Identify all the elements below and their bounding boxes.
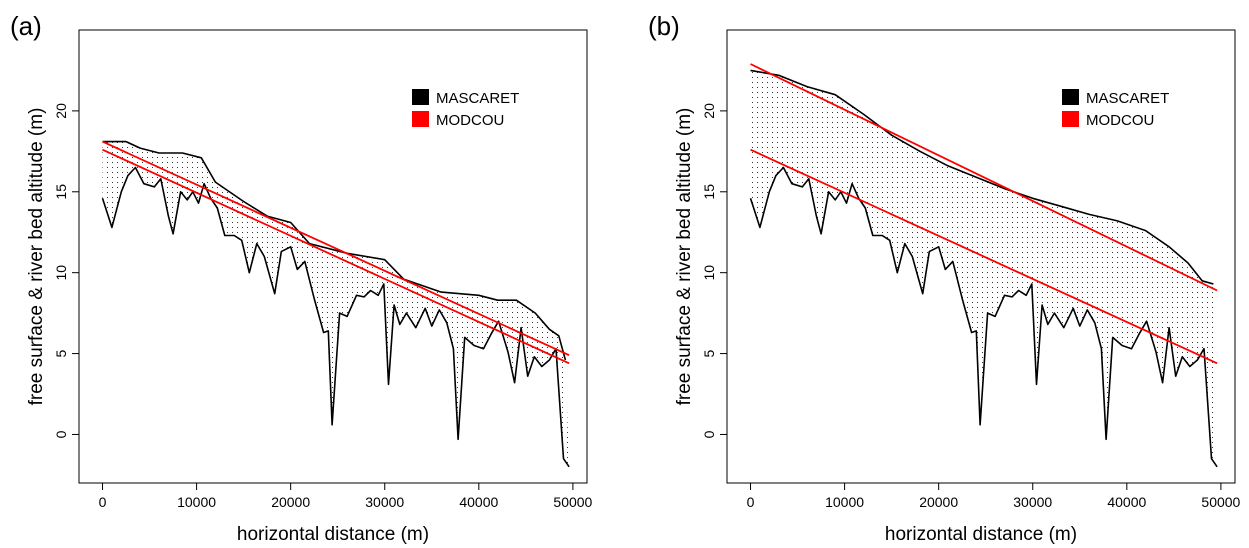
legend-label-mascaret: MASCARET: [1086, 90, 1169, 107]
legend-swatch-modcou: [412, 111, 429, 127]
y-tick-label: 0: [701, 430, 717, 438]
legend-swatch-modcou: [1062, 111, 1079, 127]
x-tick-label: 40000: [459, 494, 498, 510]
y-axis-title: free surface & river bed altitude (m): [674, 108, 695, 406]
legend-swatch-mascaret: [1062, 89, 1079, 105]
y-tick-label: 10: [53, 265, 69, 281]
mascaret-free-surface-line: [750, 69, 1214, 285]
shaded-water-area: [750, 70, 1218, 467]
legend: MASCARET MODCOU: [412, 89, 519, 129]
x-tick-label: 0: [747, 494, 755, 510]
legend-label-modcou: MODCOU: [436, 112, 504, 129]
x-tick-label: 20000: [919, 494, 958, 510]
mascaret-free-surface-line: [102, 140, 567, 361]
x-tick-label: 10000: [825, 494, 864, 510]
modcou-free-surface-upper-line: [750, 63, 1218, 292]
modcou-free-surface-upper-line: [102, 140, 570, 357]
legend-label-modcou: MODCOU: [1086, 112, 1154, 129]
chart-panel-1: (a) 0 10000 20000 30000 40000 50000 0 5 10 15 20 hor…: [10, 11, 593, 545]
y-tick-label: 20: [701, 103, 717, 119]
x-tick-label: 50000: [553, 494, 592, 510]
y-tick-label: 20: [53, 103, 69, 119]
panel-letter: (b): [648, 11, 680, 41]
modcou-free-surface-lower-line: [750, 148, 1218, 365]
y-tick-label: 10: [701, 265, 717, 281]
mascaret-river-bed-line: [749, 166, 1218, 468]
x-tick-label: 40000: [1107, 494, 1146, 510]
x-axis-title: horizontal distance (m): [885, 524, 1077, 545]
y-tick-label: 15: [53, 184, 69, 200]
y-tick-label: 5: [53, 349, 69, 357]
modcou-free-surface-lower-line: [102, 148, 570, 365]
x-tick-label: 50000: [1201, 494, 1240, 510]
x-tick-label: 30000: [1013, 494, 1052, 510]
y-tick-label: 15: [701, 184, 717, 200]
legend-label-mascaret: MASCARET: [436, 90, 519, 107]
x-tick-label: 20000: [271, 494, 310, 510]
x-tick-label: 30000: [365, 494, 404, 510]
x-tick-label: 0: [99, 494, 107, 510]
y-axis-title: free surface & river bed altitude (m): [26, 108, 47, 406]
legend: MASCARET MODCOU: [1062, 89, 1169, 129]
x-axis-title: horizontal distance (m): [237, 524, 429, 545]
x-tick-label: 10000: [177, 494, 216, 510]
y-tick-label: 0: [53, 430, 69, 438]
shaded-water-area: [102, 141, 570, 467]
legend-swatch-mascaret: [412, 89, 429, 105]
panel-letter: (a): [10, 11, 42, 41]
y-tick-label: 5: [701, 349, 717, 357]
mascaret-river-bed-line: [101, 166, 570, 468]
chart-panel-2: (b) 0 10000 20000 30000 40000 50000 0 5 10 15 20 hor…: [648, 11, 1241, 545]
